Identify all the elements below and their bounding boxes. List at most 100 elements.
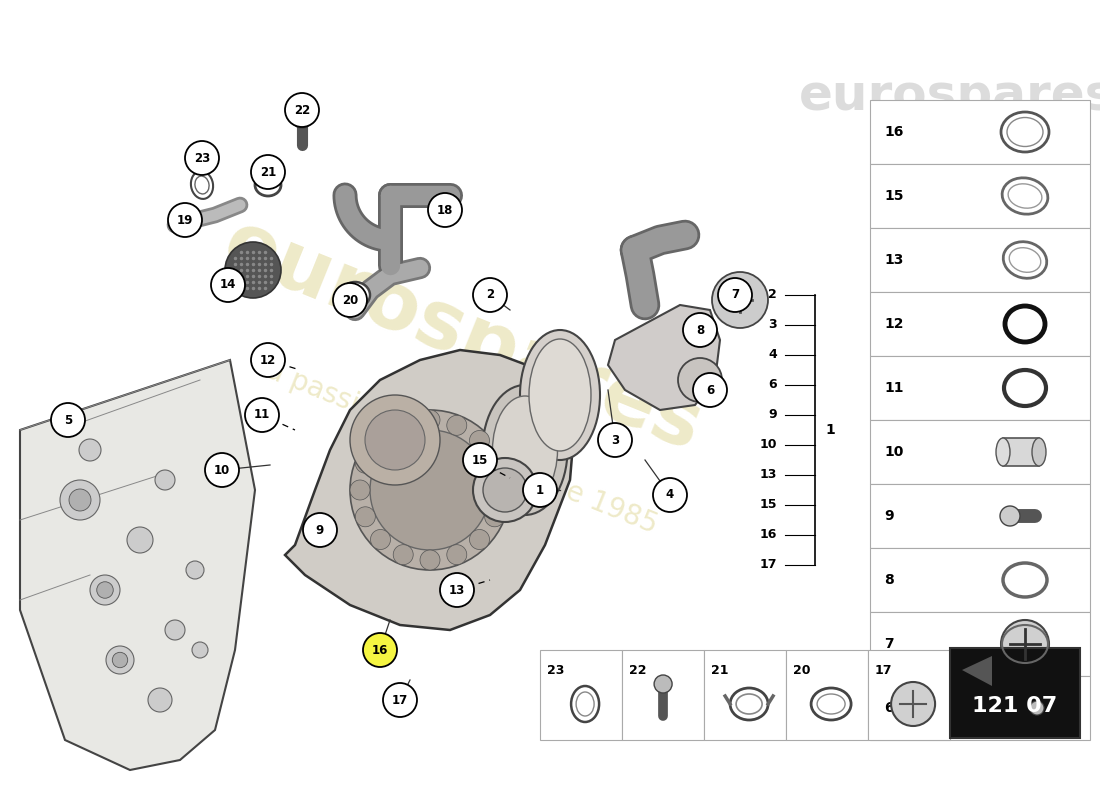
Circle shape bbox=[393, 545, 414, 565]
Bar bbox=[870, 164, 1090, 228]
Circle shape bbox=[302, 513, 337, 547]
Circle shape bbox=[205, 453, 239, 487]
Circle shape bbox=[1000, 506, 1020, 526]
Text: 5: 5 bbox=[64, 414, 73, 426]
Circle shape bbox=[251, 155, 285, 189]
Circle shape bbox=[483, 468, 527, 512]
Circle shape bbox=[106, 646, 134, 674]
Text: 8: 8 bbox=[884, 573, 893, 587]
Bar bbox=[870, 548, 1090, 612]
Text: 12: 12 bbox=[884, 317, 903, 331]
Circle shape bbox=[60, 480, 100, 520]
Bar bbox=[540, 650, 622, 740]
Text: 1: 1 bbox=[536, 483, 544, 497]
Text: 23: 23 bbox=[547, 664, 564, 677]
Bar bbox=[870, 292, 1090, 356]
Text: 2: 2 bbox=[768, 289, 777, 302]
Circle shape bbox=[251, 343, 285, 377]
Ellipse shape bbox=[520, 330, 600, 460]
Circle shape bbox=[463, 443, 497, 477]
Text: 22: 22 bbox=[294, 103, 310, 117]
Text: 17: 17 bbox=[874, 664, 892, 677]
Bar bbox=[870, 100, 1090, 164]
Circle shape bbox=[891, 682, 935, 726]
Circle shape bbox=[371, 430, 390, 450]
Text: 6: 6 bbox=[769, 378, 777, 391]
Circle shape bbox=[1030, 701, 1044, 715]
Circle shape bbox=[393, 415, 414, 435]
Text: 9: 9 bbox=[316, 523, 324, 537]
Circle shape bbox=[420, 550, 440, 570]
Ellipse shape bbox=[686, 318, 714, 342]
Text: 4: 4 bbox=[768, 349, 777, 362]
Circle shape bbox=[168, 203, 202, 237]
Text: 2: 2 bbox=[486, 289, 494, 302]
Circle shape bbox=[447, 415, 466, 435]
Circle shape bbox=[165, 620, 185, 640]
Circle shape bbox=[90, 575, 120, 605]
Circle shape bbox=[653, 478, 688, 512]
Ellipse shape bbox=[529, 339, 591, 451]
Text: 17: 17 bbox=[759, 558, 777, 571]
Ellipse shape bbox=[1004, 370, 1046, 406]
Circle shape bbox=[350, 395, 440, 485]
Text: 14: 14 bbox=[220, 278, 236, 291]
Text: 15: 15 bbox=[472, 454, 488, 466]
Ellipse shape bbox=[1003, 242, 1047, 278]
Circle shape bbox=[490, 480, 510, 500]
Text: 4: 4 bbox=[666, 489, 674, 502]
Text: 18: 18 bbox=[437, 203, 453, 217]
Ellipse shape bbox=[493, 396, 558, 504]
Ellipse shape bbox=[817, 694, 845, 714]
Text: since1985: since1985 bbox=[911, 150, 1025, 170]
Ellipse shape bbox=[1001, 112, 1049, 152]
Ellipse shape bbox=[1006, 118, 1043, 146]
Text: 3: 3 bbox=[610, 434, 619, 446]
Circle shape bbox=[51, 403, 85, 437]
Circle shape bbox=[370, 430, 490, 550]
Text: 121 07: 121 07 bbox=[972, 697, 1057, 717]
Ellipse shape bbox=[811, 688, 851, 720]
Ellipse shape bbox=[996, 438, 1010, 466]
Circle shape bbox=[371, 530, 390, 550]
Ellipse shape bbox=[736, 694, 762, 714]
Polygon shape bbox=[962, 656, 992, 686]
Ellipse shape bbox=[346, 287, 364, 302]
Circle shape bbox=[363, 633, 397, 667]
Ellipse shape bbox=[195, 176, 209, 194]
Circle shape bbox=[522, 473, 557, 507]
Circle shape bbox=[1001, 620, 1049, 668]
Ellipse shape bbox=[1003, 563, 1047, 597]
Text: eurospares: eurospares bbox=[799, 72, 1100, 120]
Circle shape bbox=[148, 688, 172, 712]
Text: 7: 7 bbox=[730, 289, 739, 302]
Text: 9: 9 bbox=[884, 509, 893, 523]
Bar bbox=[786, 650, 868, 740]
Circle shape bbox=[678, 358, 722, 402]
Text: 6: 6 bbox=[706, 383, 714, 397]
Text: 20: 20 bbox=[342, 294, 359, 306]
Circle shape bbox=[440, 573, 474, 607]
Circle shape bbox=[192, 642, 208, 658]
Polygon shape bbox=[285, 350, 575, 630]
Circle shape bbox=[355, 454, 375, 474]
Text: 6: 6 bbox=[884, 701, 893, 715]
Ellipse shape bbox=[1005, 306, 1045, 342]
Text: 10: 10 bbox=[759, 438, 777, 451]
Text: a passion for parts since 1985: a passion for parts since 1985 bbox=[262, 357, 662, 539]
Circle shape bbox=[292, 108, 312, 128]
Text: 7: 7 bbox=[884, 637, 893, 651]
Circle shape bbox=[718, 278, 752, 312]
Text: eurospares: eurospares bbox=[211, 205, 713, 467]
Circle shape bbox=[683, 313, 717, 347]
Circle shape bbox=[245, 398, 279, 432]
Bar bbox=[1003, 438, 1040, 466]
Text: 1: 1 bbox=[825, 423, 835, 437]
Text: 17: 17 bbox=[392, 694, 408, 706]
Bar bbox=[870, 228, 1090, 292]
Circle shape bbox=[186, 561, 204, 579]
Text: 16: 16 bbox=[372, 643, 388, 657]
Bar bbox=[870, 420, 1090, 484]
Text: 16: 16 bbox=[760, 529, 777, 542]
Polygon shape bbox=[20, 360, 255, 770]
